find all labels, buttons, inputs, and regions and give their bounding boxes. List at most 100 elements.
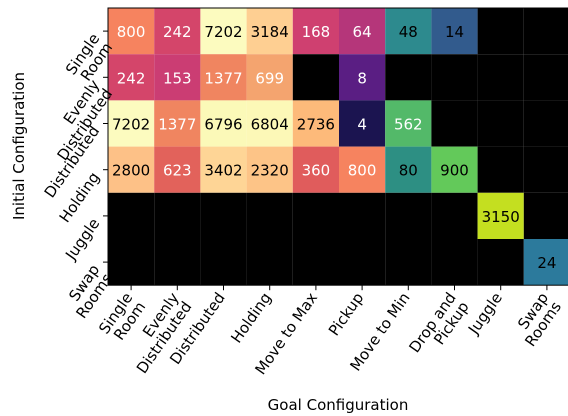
heatmap-cell-r2-c4 xyxy=(292,100,339,147)
heatmap-cell-r1-c1 xyxy=(154,54,201,101)
heatmap-cell-r4-c2 xyxy=(200,192,247,239)
heatmap-cell-r3-c6 xyxy=(385,146,432,193)
cell-value-label-r3-c3: 2320 xyxy=(251,162,289,180)
cell-value-label-r0-c5: 64 xyxy=(353,23,372,41)
heatmap-cell-r1-c7 xyxy=(431,54,478,101)
cell-value-label-r2-c0: 7202 xyxy=(112,116,150,134)
heatmap-cell-r5-c7 xyxy=(431,239,478,286)
heatmap-cell-r3-c0 xyxy=(108,146,155,193)
heatmap-cell-r4-c6 xyxy=(385,192,432,239)
heatmap-cell-r1-c4 xyxy=(292,54,339,101)
x-tick-label-swap-rooms: SwapRooms xyxy=(508,289,565,350)
heatmap-cell-r1-c8 xyxy=(477,54,524,101)
heatmap-cell-r3-c3 xyxy=(246,146,293,193)
heatmap-cell-r2-c0 xyxy=(108,100,155,147)
heatmap-cell-r0-c4 xyxy=(292,8,339,55)
heatmap-cell-r4-c7 xyxy=(431,192,478,239)
heatmap-cell-r2-c5 xyxy=(339,100,386,147)
cell-value-label-r3-c2: 3402 xyxy=(204,162,242,180)
heatmap-cell-r0-c7 xyxy=(431,8,478,55)
x-tick-label-pickup: Pickup xyxy=(325,289,368,339)
axes xyxy=(103,7,568,291)
heatmap-cell-r1-c6 xyxy=(385,54,432,101)
cell-value-label-r3-c5: 800 xyxy=(348,162,377,180)
heatmap-cell-r1-c9 xyxy=(523,54,568,101)
heatmap-cell-r0-c1 xyxy=(154,8,201,55)
heatmap-cell-r4-c0 xyxy=(108,192,155,239)
heatmap-cell-r4-c4 xyxy=(292,192,339,239)
cell-value-label-r1-c2: 1377 xyxy=(204,69,242,87)
heatmap-cell-r3-c7 xyxy=(431,146,478,193)
heatmap-cell-r4-c8 xyxy=(477,192,524,239)
heatmap-cell-r4-c1 xyxy=(154,192,201,239)
heatmap-cell-r3-c1 xyxy=(154,146,201,193)
cell-value-label-r1-c3: 699 xyxy=(255,69,284,87)
cell-value-label-r0-c7: 14 xyxy=(445,23,464,41)
x-axis-title: Goal Configuration xyxy=(268,396,409,414)
cell-value-label-r0-c1: 242 xyxy=(163,23,192,41)
cell-value-label-r1-c0: 242 xyxy=(117,69,146,87)
x-tick-label-holding: Holding xyxy=(227,289,275,346)
heatmap-cell-r0-c2 xyxy=(200,8,247,55)
heatmap-cell-r2-c6 xyxy=(385,100,432,147)
heatmap-cell-r5-c4 xyxy=(292,239,339,286)
cell-value-label-r1-c1: 153 xyxy=(163,69,192,87)
heatmap-cell-r0-c0 xyxy=(108,8,155,55)
heatmap-cell-r0-c3 xyxy=(246,8,293,55)
cell-value-label-r2-c4: 2736 xyxy=(297,116,335,134)
heatmap-cell-r5-c1 xyxy=(154,239,201,286)
heatmap-cell-r2-c8 xyxy=(477,100,524,147)
heatmap-cell-r3-c4 xyxy=(292,146,339,193)
cell-value-label-r0-c0: 800 xyxy=(117,23,146,41)
cell-value-labels: 800 242 7202 3184 168 64 48 14 242 153 1377 699 8 720… xyxy=(112,23,556,272)
heatmap-cell-r2-c3 xyxy=(246,100,293,147)
heatmap-cell-r1-c3 xyxy=(246,54,293,101)
heatmap-cell-r2-c9 xyxy=(523,100,568,147)
heatmap-cell-r2-c2 xyxy=(200,100,247,147)
heatmap-cell-r3-c2 xyxy=(200,146,247,193)
cell-value-label-r2-c1: 1377 xyxy=(158,116,196,134)
heatmap-cell-r0-c8 xyxy=(477,8,524,55)
cell-value-label-r1-c5: 8 xyxy=(357,69,367,87)
x-tick-label-drop-and-pickup: Drop andPickup xyxy=(405,289,472,365)
heatmap-cell-r5-c5 xyxy=(339,239,386,286)
heatmap-cell-r1-c5 xyxy=(339,54,386,101)
heatmap-cell-r3-c9 xyxy=(523,146,568,193)
cell-value-label-r3-c0: 2800 xyxy=(112,162,150,180)
heatmap-cell-r3-c8 xyxy=(477,146,524,193)
heatmap-cell-r0-c6 xyxy=(385,8,432,55)
cell-value-label-r0-c4: 168 xyxy=(302,23,331,41)
cell-value-label-r0-c6: 48 xyxy=(399,23,418,41)
cell-value-label-r3-c1: 623 xyxy=(163,162,192,180)
heatmap-cell-r0-c5 xyxy=(339,8,386,55)
heatmap-cell-r1-c2 xyxy=(200,54,247,101)
heatmap-cell-r5-c8 xyxy=(477,239,524,286)
cell-value-label-r2-c2: 6796 xyxy=(204,116,242,134)
heatmap-cell-r0-c9 xyxy=(523,8,568,55)
heatmap-cells xyxy=(108,8,568,286)
cell-value-label-r3-c6: 80 xyxy=(399,162,418,180)
cell-value-label-r4-c8: 3150 xyxy=(482,208,520,226)
heatmap-cell-r5-c6 xyxy=(385,239,432,286)
plot-frame xyxy=(107,7,568,286)
cell-value-label-r2-c6: 562 xyxy=(394,116,423,134)
heatmap-cell-r1-c0 xyxy=(108,54,155,101)
heatmap-cell-r2-c1 xyxy=(154,100,201,147)
heatmap-cell-r5-c9 xyxy=(523,239,568,286)
cell-value-label-r3-c4: 360 xyxy=(302,162,331,180)
cell-value-label-r0-c3: 3184 xyxy=(251,23,289,41)
cell-value-label-r3-c7: 900 xyxy=(440,162,469,180)
heatmap-cell-r4-c9 xyxy=(523,192,568,239)
cell-value-label-r2-c5: 4 xyxy=(357,116,367,134)
cell-value-label-r0-c2: 7202 xyxy=(204,23,242,41)
heatmap-cell-r5-c3 xyxy=(246,239,293,286)
y-axis-title: Initial Configuration xyxy=(10,72,28,220)
heatmap-cell-r5-c0 xyxy=(108,239,155,286)
heatmap-cell-r4-c5 xyxy=(339,192,386,239)
cell-value-label-r2-c3: 6804 xyxy=(251,116,289,134)
heatmap-cell-r5-c2 xyxy=(200,239,247,286)
heatmap-cell-r4-c3 xyxy=(246,192,293,239)
cell-value-label-r5-c9: 24 xyxy=(537,254,556,272)
